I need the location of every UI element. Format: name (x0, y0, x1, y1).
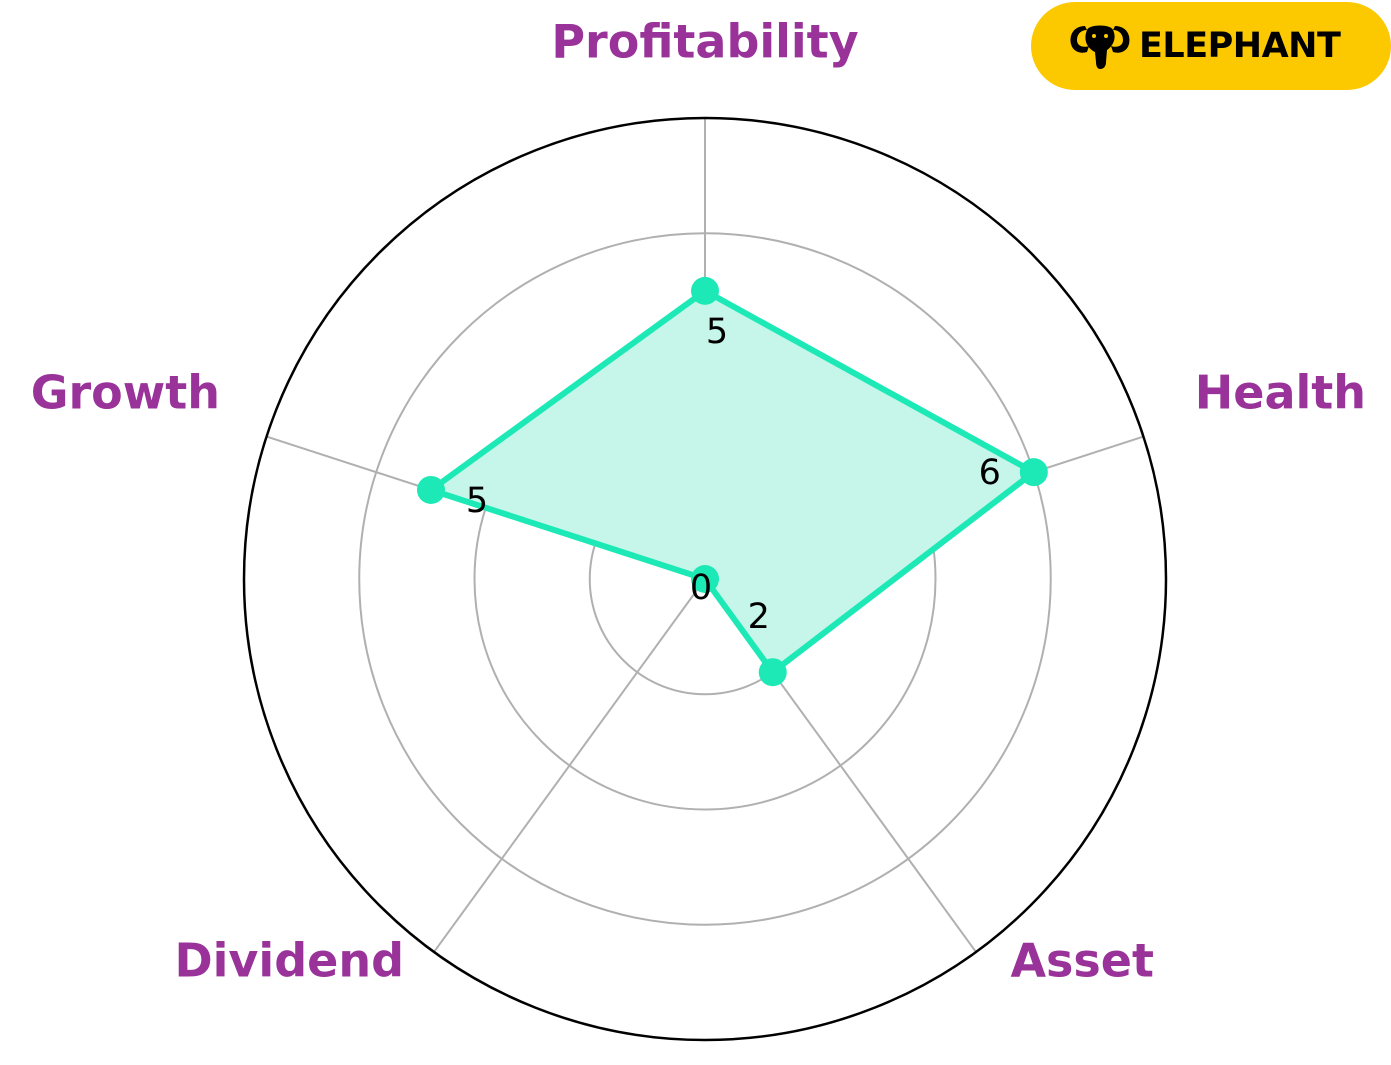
axis-label-growth: Growth (31, 366, 220, 420)
data-point-dividend (691, 565, 719, 593)
spoke-dividend (433, 578, 706, 953)
series-line (428, 287, 1037, 676)
value-label-dividend: 0 (690, 568, 712, 608)
elephant-icon (1069, 22, 1131, 70)
brand-name: ELEPHANT (1139, 26, 1341, 66)
axis-label-profitability: Profitability (551, 15, 858, 69)
value-label-asset: 2 (748, 597, 770, 637)
series-area (431, 290, 1034, 673)
data-point-growth (416, 475, 445, 504)
outer-ring (242, 116, 1168, 1042)
data-point-health (1019, 458, 1048, 487)
brand-badge: ELEPHANT (1031, 2, 1391, 90)
data-point-profitability (691, 276, 719, 305)
label-layer: 5 6 20 5 Profitability Health Asset Dividend Gro… (31, 15, 1366, 988)
value-label-health: 6 (979, 453, 1001, 493)
axis-label-health: Health (1195, 366, 1366, 420)
axis-label-asset: Asset (1010, 934, 1154, 988)
value-label-growth: 5 (466, 481, 488, 521)
series-layer (416, 276, 1048, 687)
value-label-profitability: 5 (706, 312, 728, 352)
data-point-asset (758, 658, 787, 687)
axis-label-dividend: Dividend (174, 934, 404, 988)
